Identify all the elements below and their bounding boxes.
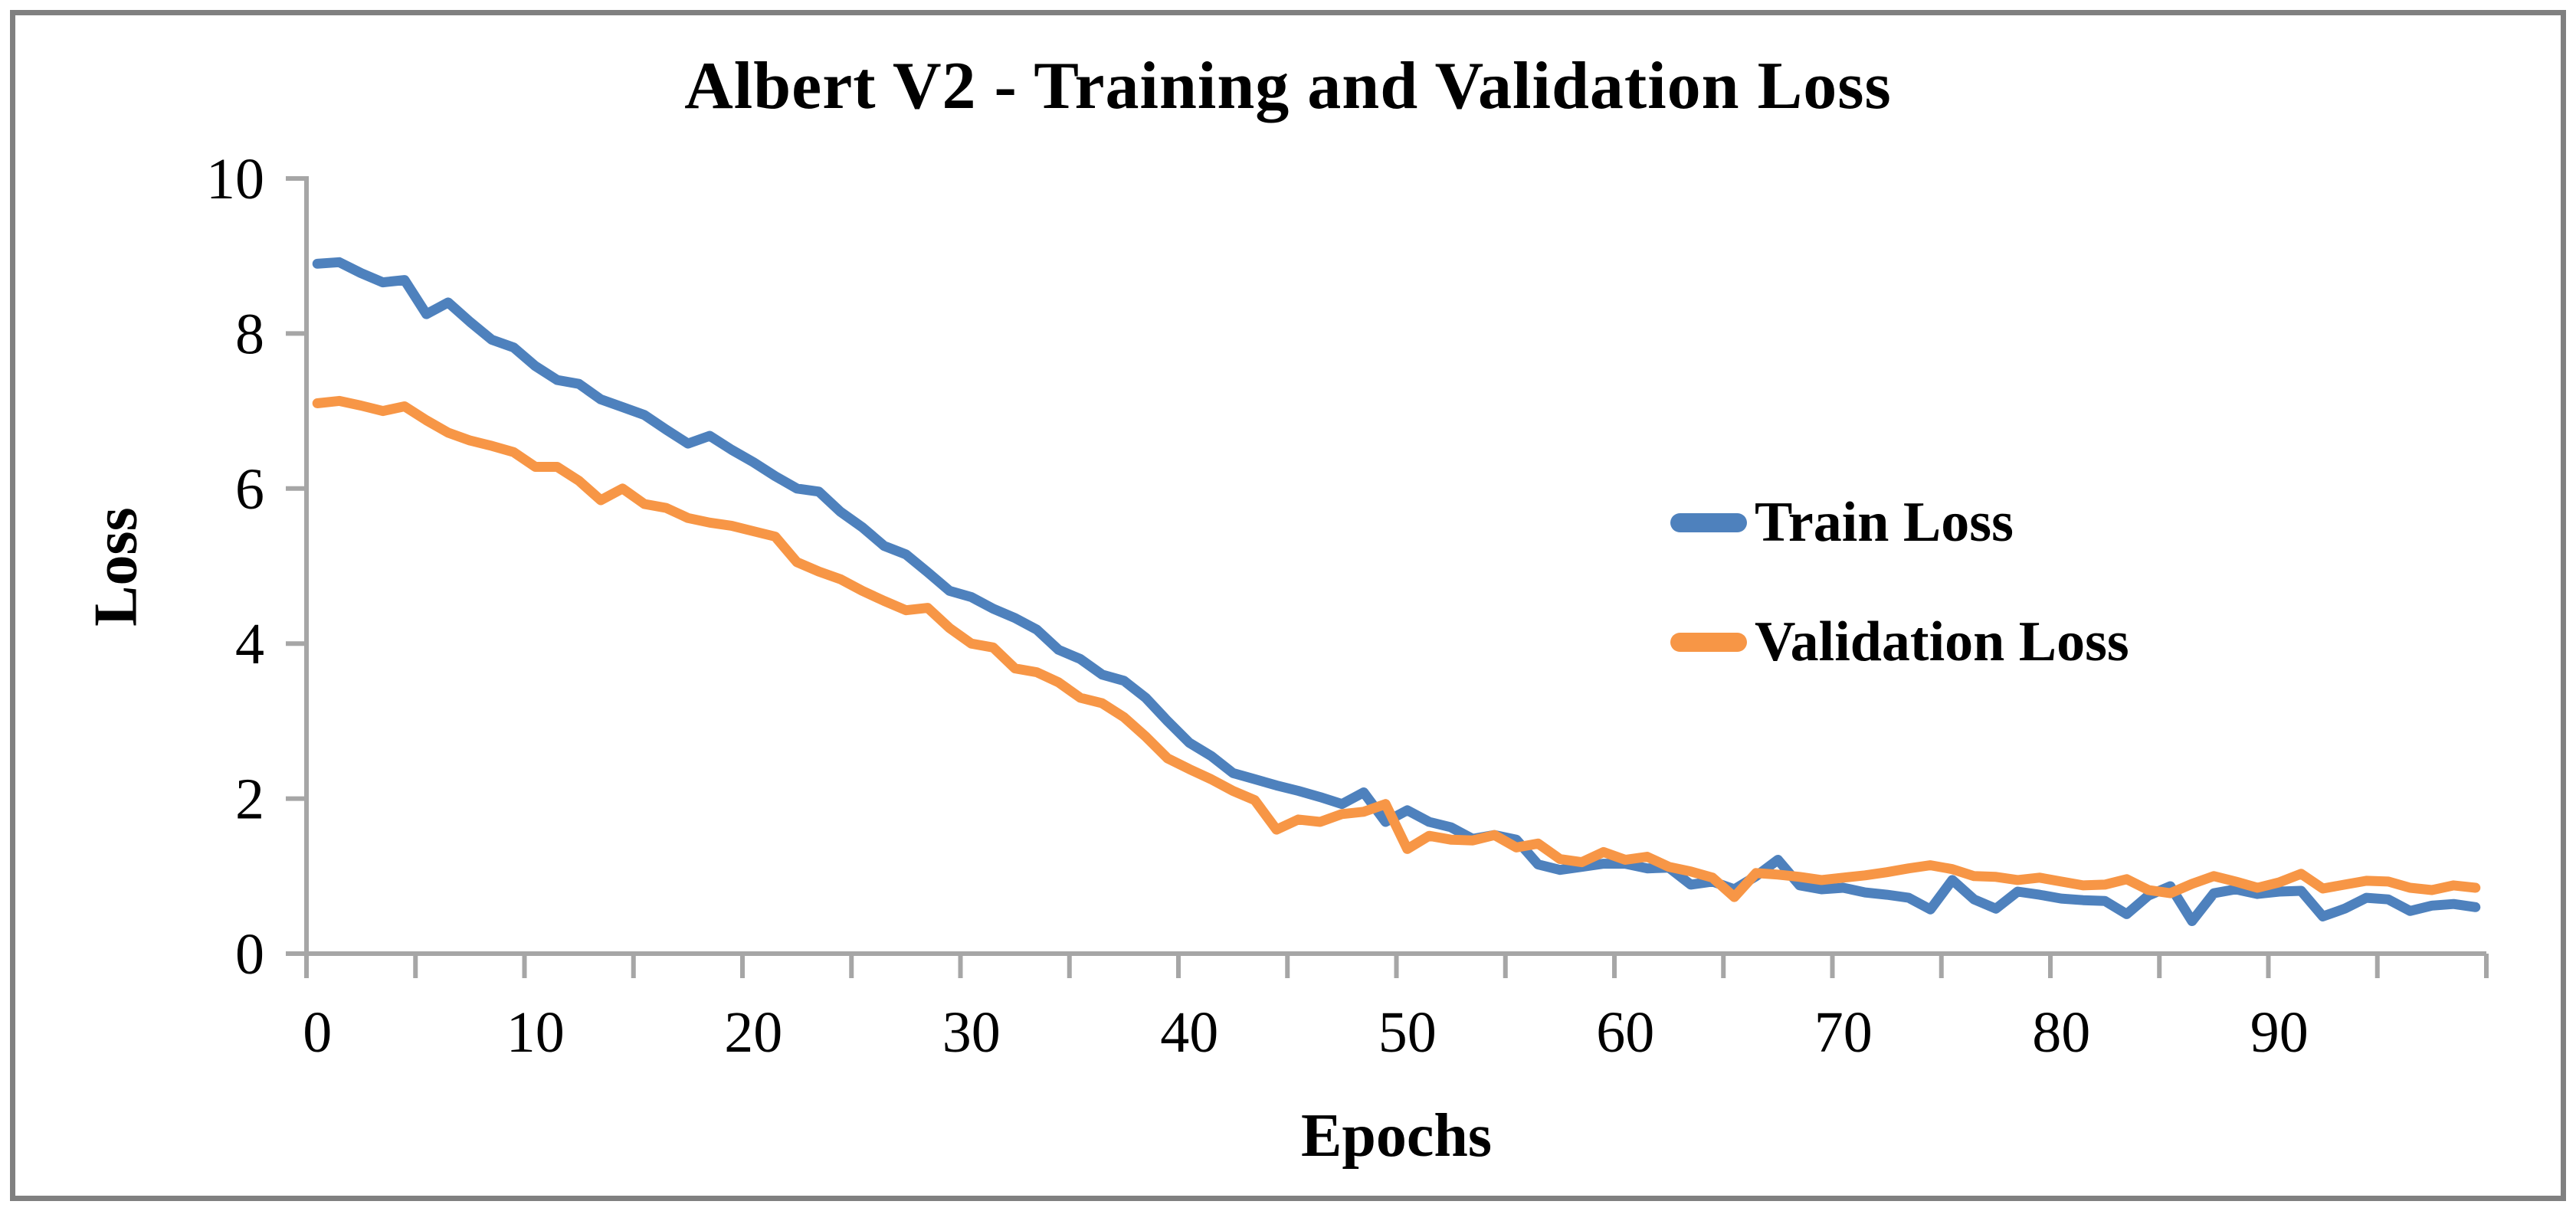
x-axis-tick-label: 80: [2032, 1000, 2090, 1065]
y-axis-tick-label: 2: [235, 768, 264, 832]
x-axis-title: Epochs: [1301, 1102, 1492, 1170]
x-axis-tick-label: 20: [724, 1000, 782, 1065]
validation-loss-line-swatch: [1670, 632, 1747, 652]
y-axis-tick-label: 0: [235, 922, 264, 987]
x-axis-tick-label: 10: [506, 1000, 565, 1065]
x-axis-tick-label: 90: [2250, 1000, 2309, 1065]
legend-item-validation-loss: Validation Loss: [1670, 610, 2129, 674]
legend: Train Loss Validation Loss: [1670, 490, 2129, 729]
y-axis-tick-label: 8: [235, 302, 264, 366]
x-axis-tick-label: 40: [1160, 1000, 1218, 1065]
x-axis-tick-label: 60: [1596, 1000, 1654, 1065]
legend-label-validation-loss: Validation Loss: [1755, 610, 2129, 673]
chart-border: [10, 10, 2566, 1201]
x-axis-tick-label: 0: [303, 1000, 332, 1065]
train-loss-line-swatch: [1670, 512, 1747, 532]
y-axis-tick-label: 4: [235, 612, 264, 676]
x-axis-tick-label: 50: [1378, 1000, 1437, 1065]
validation-loss-line: [312, 395, 2481, 902]
x-axis-tick-label: 70: [1814, 1000, 1873, 1065]
legend-label-train-loss: Train Loss: [1755, 491, 2014, 554]
y-axis-tick-label: 6: [235, 457, 264, 522]
y-axis-tick-label: 10: [206, 147, 264, 211]
chart-title: Albert V2 - Training and Validation Loss: [684, 49, 1892, 123]
legend-item-train-loss: Train Loss: [1670, 490, 2129, 555]
x-axis-tick-label: 30: [942, 1000, 1001, 1065]
